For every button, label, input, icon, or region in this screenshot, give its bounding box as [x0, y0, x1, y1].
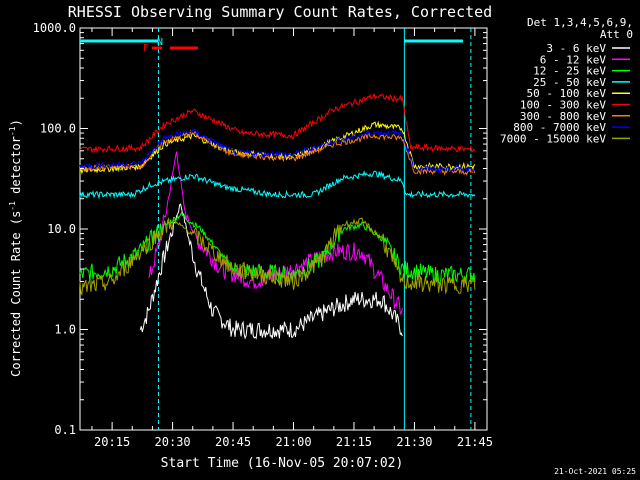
legend-header-line1: Det 1,3,4,5,6,9, [527, 16, 633, 29]
plot-border [79, 27, 488, 431]
plot-frame [79, 27, 488, 431]
x-tick-label: 20:45 [215, 435, 251, 449]
legend-item-label: 3 - 6 keV [546, 42, 606, 55]
x-tick-label: 21:15 [336, 435, 372, 449]
legend-item-label: 800 - 7000 keV [513, 121, 606, 134]
footer-timestamp: 21-Oct-2021 05:25 [554, 467, 636, 476]
legend-item-label: 12 - 25 keV [533, 65, 606, 78]
series-line-800-7000-kev [79, 128, 476, 174]
legend-item-label: 6 - 12 keV [540, 53, 607, 66]
legend-header-line2: Att 0 [600, 28, 633, 41]
x-tick-label: 20:15 [94, 435, 130, 449]
y-axis-label-mid: detector [9, 136, 23, 201]
series-line-300-800-kev [79, 129, 476, 176]
series-layer [79, 93, 476, 340]
y-axis-label-sup1: -1 [8, 201, 17, 211]
y-axis-label-end: ) [9, 119, 23, 126]
x-tick-label: 21:00 [275, 435, 311, 449]
x-tick-label: 20:30 [155, 435, 191, 449]
night-flag-label: N [157, 37, 163, 48]
y-tick-label: 100.0 [40, 122, 76, 136]
y-tick-label: 1.0 [54, 323, 76, 337]
y-axis-label: Corrected Count Rate (s-1 detector-1) [8, 119, 23, 377]
y-tick-label: 0.1 [54, 423, 76, 437]
x-tick-label: 21:30 [396, 435, 432, 449]
series-line-100-300-kev [79, 93, 476, 154]
legend-item-label: 7000 - 15000 keV [500, 132, 606, 145]
series-line-7000-15000-kev [79, 217, 476, 296]
y-axis-label-main: Corrected Count Rate (s [9, 211, 23, 377]
legend-item-label: 50 - 100 keV [527, 87, 607, 100]
y-axis-label-sup2: -1 [8, 126, 17, 136]
x-axis-label: Start Time (16-Nov-05 20:07:02) [161, 456, 404, 471]
legend-item-label: 25 - 50 keV [533, 76, 606, 89]
axis-ticks: 0.1 1.0 10.0 100.0 1000.0 20:15 20:30 20:45 21:0… [33, 21, 493, 449]
y-tick-label: 1000.0 [33, 21, 76, 35]
series-line-6-12-kev [148, 151, 403, 316]
series-line-3-6-kev [139, 203, 403, 340]
y-tick-label: 10.0 [47, 222, 76, 236]
legend-item-label: 100 - 300 keV [520, 99, 606, 112]
legend-item-label: 300 - 800 keV [520, 110, 606, 123]
flare-flag-label: F [143, 43, 149, 54]
series-line-12-25-kev [79, 211, 476, 285]
x-tick-label: 21:45 [457, 435, 493, 449]
flag-bar: FN [80, 37, 463, 54]
chart-title: RHESSI Observing Summary Count Rates, Co… [68, 3, 492, 21]
series-line-25-50-kev [79, 170, 476, 200]
